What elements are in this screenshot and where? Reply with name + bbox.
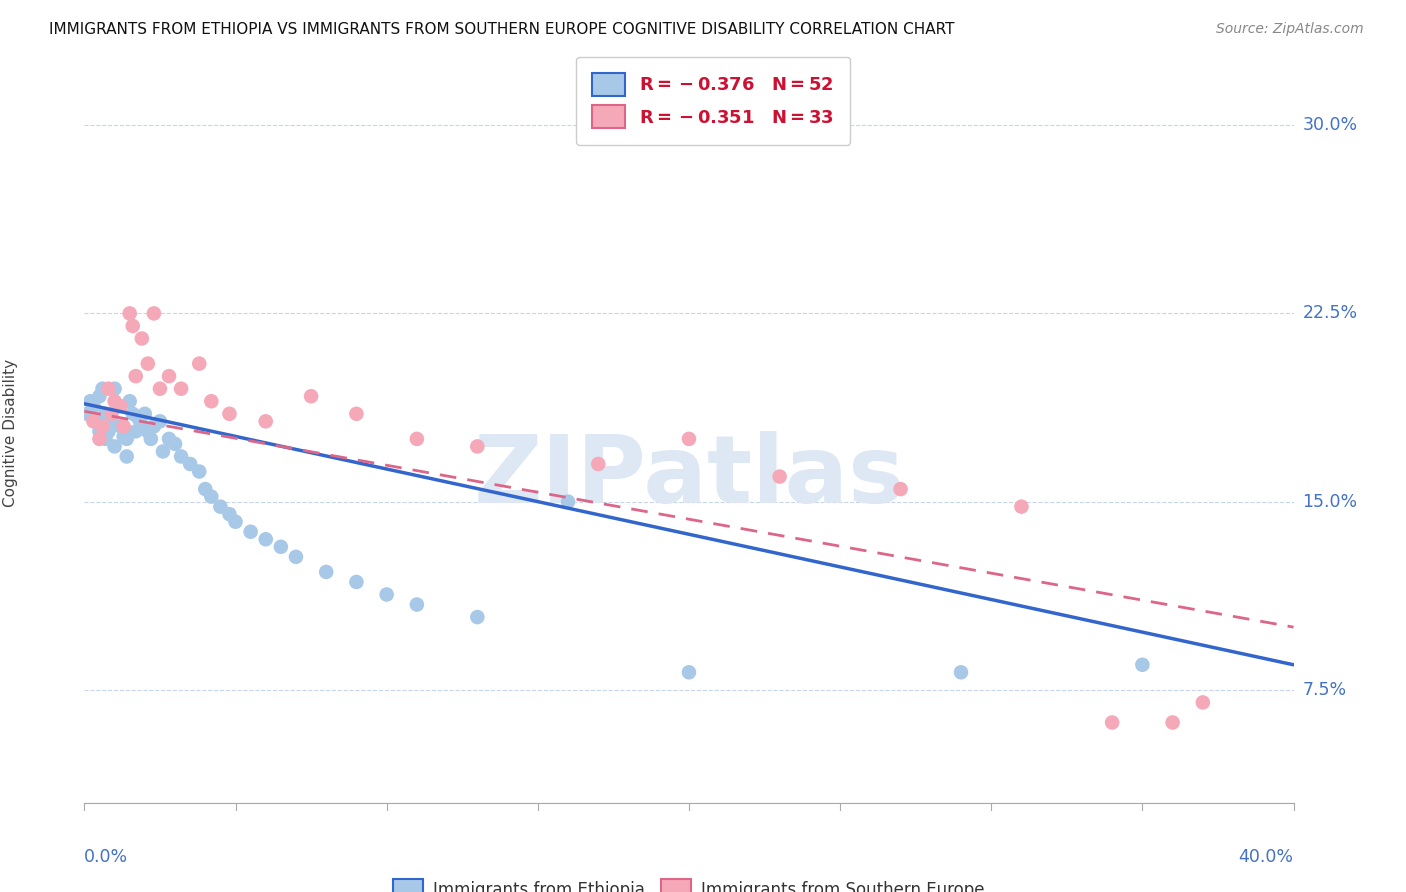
Point <box>118 306 141 320</box>
Point <box>678 432 700 446</box>
Point <box>149 414 172 428</box>
Point <box>125 369 148 384</box>
Point <box>678 665 700 680</box>
Point <box>239 524 262 539</box>
Point <box>188 465 211 479</box>
Point <box>467 610 489 624</box>
Point <box>225 515 247 529</box>
Point <box>375 587 398 601</box>
Point <box>254 414 277 428</box>
Point <box>194 482 217 496</box>
Point <box>79 394 101 409</box>
Point <box>200 394 222 409</box>
Text: Source: ZipAtlas.com: Source: ZipAtlas.com <box>1216 22 1364 37</box>
Point <box>91 419 114 434</box>
Point <box>950 665 973 680</box>
Point <box>76 407 98 421</box>
Point <box>285 549 308 564</box>
Point <box>86 414 108 428</box>
Point <box>200 490 222 504</box>
Point <box>142 306 165 320</box>
Point <box>107 399 129 413</box>
Point <box>218 407 240 421</box>
Point <box>104 439 127 453</box>
Text: 0.0%: 0.0% <box>84 848 128 866</box>
Point <box>315 565 337 579</box>
Point <box>134 407 156 421</box>
Point <box>104 394 127 409</box>
Text: 7.5%: 7.5% <box>1302 681 1347 698</box>
Point <box>91 382 114 396</box>
Point <box>94 432 117 446</box>
Point <box>128 412 150 426</box>
Point <box>82 399 104 413</box>
Point <box>97 382 120 396</box>
Point <box>104 382 127 396</box>
Point <box>346 574 368 589</box>
Text: ZIPatlas: ZIPatlas <box>474 431 904 523</box>
Point <box>346 407 368 421</box>
Point <box>82 414 104 428</box>
Point <box>121 407 143 421</box>
Point <box>890 482 912 496</box>
Point <box>270 540 292 554</box>
Point <box>139 432 162 446</box>
Point <box>157 432 180 446</box>
Point <box>89 389 111 403</box>
Point <box>1192 695 1215 709</box>
Text: 30.0%: 30.0% <box>1302 116 1358 134</box>
Point <box>299 389 322 403</box>
Point <box>588 457 610 471</box>
Point <box>188 357 211 371</box>
Point <box>1011 500 1033 514</box>
Point <box>1101 715 1123 730</box>
Point <box>149 382 172 396</box>
Legend: Immigrants from Ethiopia, Immigrants from Southern Europe: Immigrants from Ethiopia, Immigrants fro… <box>385 871 993 892</box>
Point <box>97 425 120 439</box>
Point <box>125 425 148 439</box>
Point <box>136 357 159 371</box>
Point <box>131 419 153 434</box>
Point <box>112 419 135 434</box>
Point <box>152 444 174 458</box>
Point <box>100 414 122 428</box>
Point <box>209 500 232 514</box>
Text: IMMIGRANTS FROM ETHIOPIA VS IMMIGRANTS FROM SOUTHERN EUROPE COGNITIVE DISABILITY: IMMIGRANTS FROM ETHIOPIA VS IMMIGRANTS F… <box>49 22 955 37</box>
Point <box>115 450 138 464</box>
Point <box>467 439 489 453</box>
Point <box>115 432 138 446</box>
Point <box>131 331 153 345</box>
Point <box>254 533 277 547</box>
Point <box>1161 715 1184 730</box>
Point <box>1130 657 1153 672</box>
Point <box>769 469 792 483</box>
Point <box>218 507 240 521</box>
Point <box>170 450 193 464</box>
Point <box>406 432 429 446</box>
Point <box>157 369 180 384</box>
Point <box>170 382 193 396</box>
Point <box>406 598 429 612</box>
Point <box>142 419 165 434</box>
Text: 40.0%: 40.0% <box>1239 848 1294 866</box>
Point <box>112 429 135 443</box>
Point <box>94 407 117 421</box>
Point <box>89 425 111 439</box>
Point <box>110 399 132 413</box>
Text: 15.0%: 15.0% <box>1302 492 1358 510</box>
Point <box>136 425 159 439</box>
Point <box>118 394 141 409</box>
Text: Cognitive Disability: Cognitive Disability <box>3 359 18 507</box>
Point <box>89 432 111 446</box>
Point <box>165 437 187 451</box>
Point <box>121 318 143 333</box>
Point <box>100 407 122 421</box>
Point <box>557 494 579 508</box>
Point <box>179 457 201 471</box>
Text: 22.5%: 22.5% <box>1302 304 1358 322</box>
Point <box>110 419 132 434</box>
